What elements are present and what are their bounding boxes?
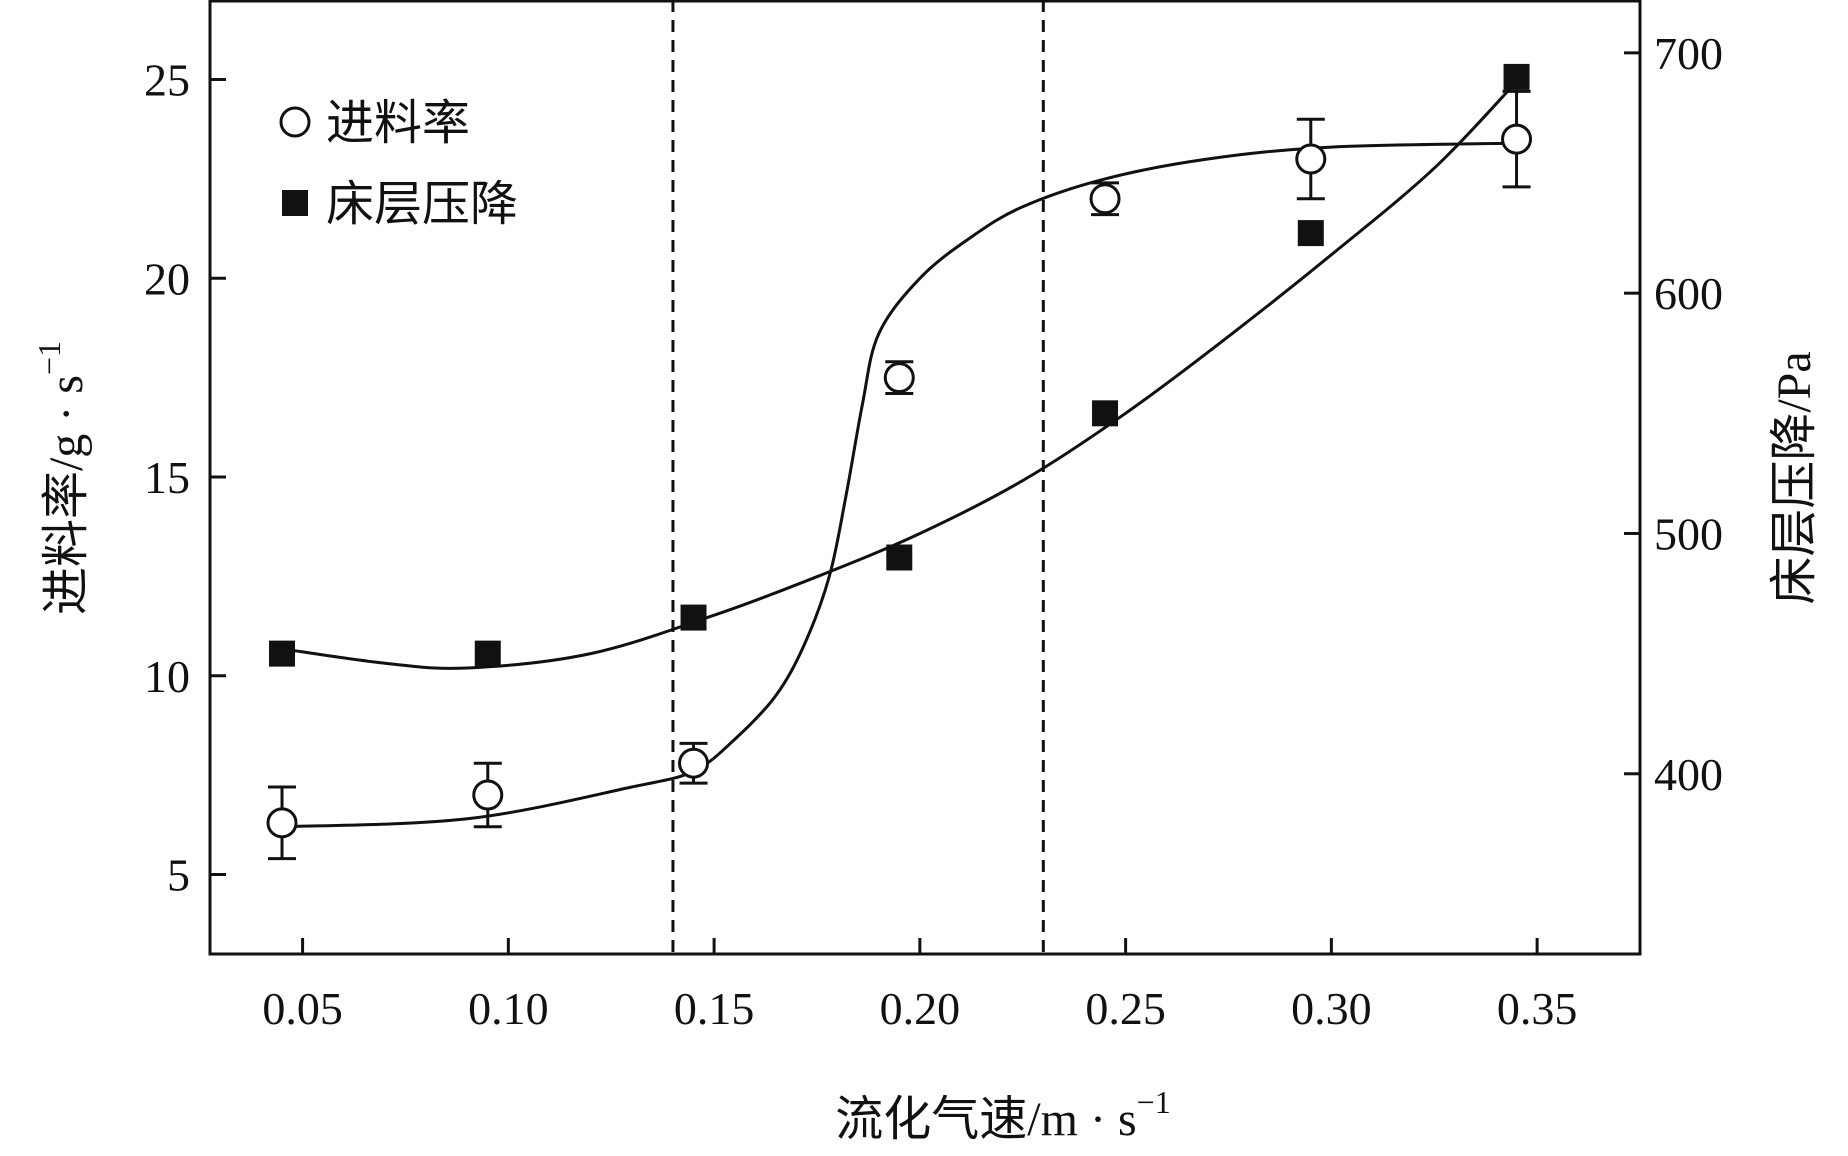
y-left-tick-label: 5: [167, 850, 190, 901]
data-point-pressure-drop: [269, 640, 296, 667]
data-point-pressure-drop: [1092, 400, 1119, 427]
fit-curves: [281, 80, 1518, 829]
legend-marker-feed-rate: [279, 106, 311, 138]
data-point-feed-rate: [883, 362, 915, 394]
y-left-tick-label: 25: [144, 55, 190, 106]
data-point-pressure-drop: [680, 604, 707, 631]
y-left-axis-ticks: 5 10 15 20 25: [144, 55, 226, 901]
x-tick-label: 0.35: [1497, 983, 1578, 1034]
y-right-tick-label: 400: [1654, 749, 1723, 800]
data-point-pressure-drop: [474, 640, 501, 667]
legend-marker-pressure-drop: [282, 190, 308, 216]
y-left-tick-label: 10: [144, 651, 190, 702]
y-left-tick-label: 15: [144, 452, 190, 503]
reference-lines: [671, 0, 1045, 954]
x-tick-label: 0.30: [1291, 983, 1372, 1034]
data-markers: [266, 63, 1533, 839]
legend-label-pressure-drop: 床层压降: [326, 178, 518, 231]
x-axis-ticks: 0.05 0.10 0.15 0.20 0.25 0.30 0.35: [262, 938, 1577, 1034]
y-left-axis-title: 进料率/g · s−1: [31, 341, 93, 615]
data-point-feed-rate: [1501, 123, 1533, 155]
y-right-tick-label: 600: [1654, 268, 1723, 319]
x-tick-label: 0.15: [674, 983, 755, 1034]
y-right-tick-label: 500: [1654, 508, 1723, 559]
y-right-axis-title: 床层压降/Pa: [1768, 351, 1821, 604]
data-point-feed-rate: [266, 807, 298, 839]
x-tick-label: 0.25: [1085, 983, 1166, 1034]
legend-label-feed-rate: 进料率: [326, 97, 470, 150]
fit-curve-series-2: [281, 80, 1518, 670]
data-point-feed-rate: [678, 747, 710, 779]
data-point-pressure-drop: [1503, 63, 1530, 90]
y-right-axis-ticks: 400 500 600 700: [1624, 28, 1723, 800]
x-tick-label: 0.10: [468, 983, 549, 1034]
x-tick-label: 0.20: [880, 983, 961, 1034]
y-left-tick-label: 20: [144, 253, 190, 304]
legend: 进料率 床层压降: [279, 97, 518, 231]
data-point-feed-rate: [472, 779, 504, 811]
x-axis-title: 流化气速/m · s−1: [835, 1084, 1170, 1146]
data-point-feed-rate: [1089, 183, 1121, 215]
data-point-feed-rate: [1295, 143, 1327, 175]
data-point-pressure-drop: [886, 544, 913, 571]
data-point-pressure-drop: [1297, 220, 1324, 247]
fit-curve-series-1: [281, 141, 1517, 829]
y-right-tick-label: 700: [1654, 28, 1723, 79]
x-tick-label: 0.05: [262, 983, 343, 1034]
